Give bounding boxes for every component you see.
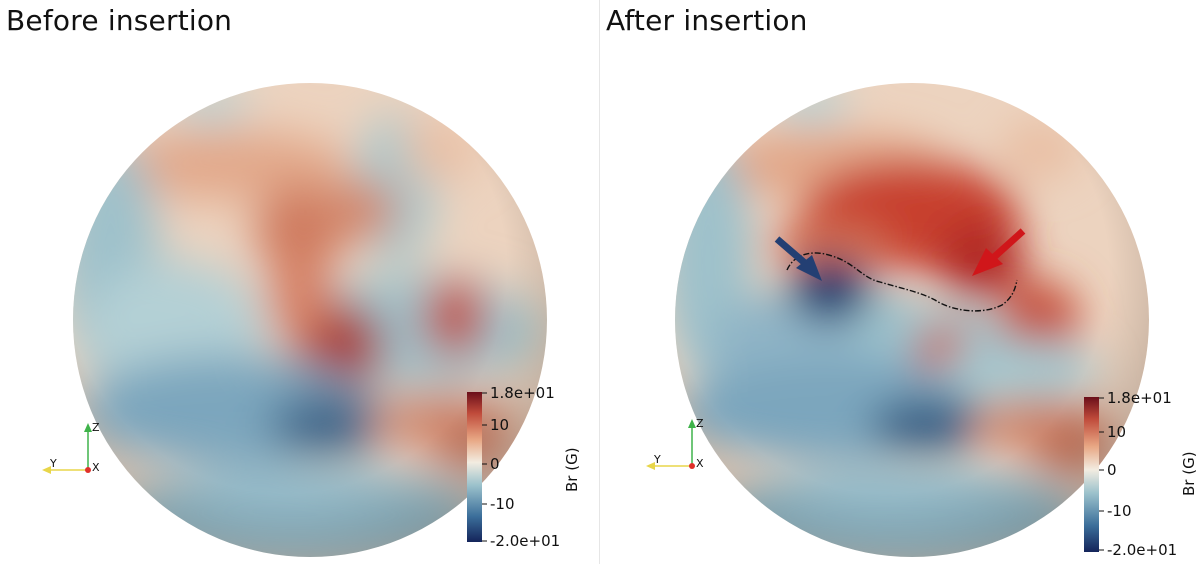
polarity-inversion-line <box>786 252 1018 312</box>
sphere-render: Z Y X <box>646 83 1149 557</box>
orientation-axes: Z Y X <box>646 417 704 470</box>
colorbar-tick-max: 1.8e+01 <box>1107 389 1172 407</box>
panel-divider <box>599 0 600 564</box>
axis-label-x: X <box>696 457 704 470</box>
panel-after-insertion: After insertion <box>600 0 1200 564</box>
colorbar-tick-10: 10 <box>490 416 510 434</box>
axis-label-z: Z <box>92 421 100 434</box>
orientation-axes: Z Y X <box>42 421 100 474</box>
axis-label-y: Y <box>49 457 57 470</box>
colorbar-label: Br (G) <box>563 447 581 492</box>
panel-title: Before insertion <box>6 4 233 37</box>
axis-label-x: X <box>92 461 100 474</box>
colorbar-tick-max: 1.8e+01 <box>490 384 555 402</box>
y-axis-arrow-icon <box>42 466 51 474</box>
axis-label-z: Z <box>696 417 704 430</box>
negative-polarity-arrow-icon <box>774 236 822 281</box>
colorbar-tick-0: 0 <box>490 455 500 473</box>
x-axis-dot-icon <box>85 467 91 473</box>
colorbar-label: Br (G) <box>1180 451 1198 496</box>
colorbar-tick-minus10: -10 <box>1107 502 1132 520</box>
colorbar <box>1084 397 1099 552</box>
sphere-surface <box>675 83 1149 557</box>
x-axis-dot-icon <box>689 463 695 469</box>
colorbar-tick-10: 10 <box>1107 423 1127 441</box>
sphere-surface <box>73 83 547 557</box>
colorbar-tick-min: -2.0e+01 <box>490 532 561 550</box>
colorbar-tick-min: -2.0e+01 <box>1107 541 1178 559</box>
colorbar-tick-minus10: -10 <box>490 495 515 513</box>
sphere-render: Z Y X <box>42 83 547 557</box>
y-axis-arrow-icon <box>646 462 655 470</box>
positive-polarity-arrow-icon <box>972 228 1026 276</box>
axis-label-y: Y <box>653 453 661 466</box>
z-axis-arrow-icon <box>688 419 696 428</box>
panel-title: After insertion <box>606 4 808 37</box>
colorbar-tick-0: 0 <box>1107 461 1117 479</box>
colorbar <box>467 392 482 542</box>
panel-before-insertion: Before insertion <box>6 4 581 557</box>
z-axis-arrow-icon <box>84 423 92 432</box>
